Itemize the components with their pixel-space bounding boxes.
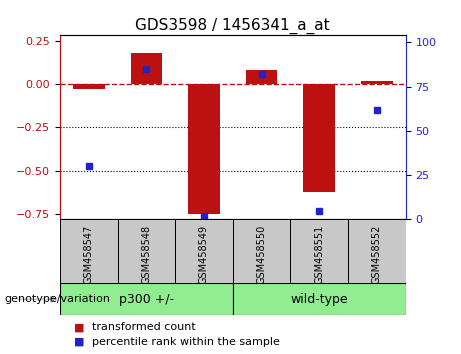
Text: GSM458549: GSM458549 (199, 224, 209, 284)
Bar (348, 219, 406, 283)
Text: GSM458550: GSM458550 (257, 224, 266, 284)
Text: p300 +/-: p300 +/- (119, 293, 174, 306)
Bar (290, 219, 348, 283)
Bar (233, 283, 406, 315)
Bar (303, 84, 335, 192)
Text: transformed count: transformed count (92, 322, 196, 332)
Text: ■: ■ (74, 337, 84, 347)
Title: GDS3598 / 1456341_a_at: GDS3598 / 1456341_a_at (136, 18, 330, 34)
Bar (130, 53, 162, 84)
Text: percentile rank within the sample: percentile rank within the sample (92, 337, 280, 347)
Text: genotype/variation: genotype/variation (5, 294, 111, 304)
Bar (246, 70, 278, 84)
Bar (233, 219, 290, 283)
Bar (118, 219, 175, 283)
Text: GSM458548: GSM458548 (142, 224, 151, 284)
Text: wild-type: wild-type (290, 293, 348, 306)
Text: ■: ■ (74, 322, 84, 332)
Bar (73, 84, 105, 89)
Bar (175, 219, 233, 283)
Text: GSM458552: GSM458552 (372, 224, 382, 284)
Bar (188, 84, 220, 214)
Bar (60, 219, 118, 283)
Bar (361, 81, 393, 84)
Bar (60, 283, 233, 315)
Text: GSM458547: GSM458547 (84, 224, 94, 284)
Text: GSM458551: GSM458551 (314, 224, 324, 284)
